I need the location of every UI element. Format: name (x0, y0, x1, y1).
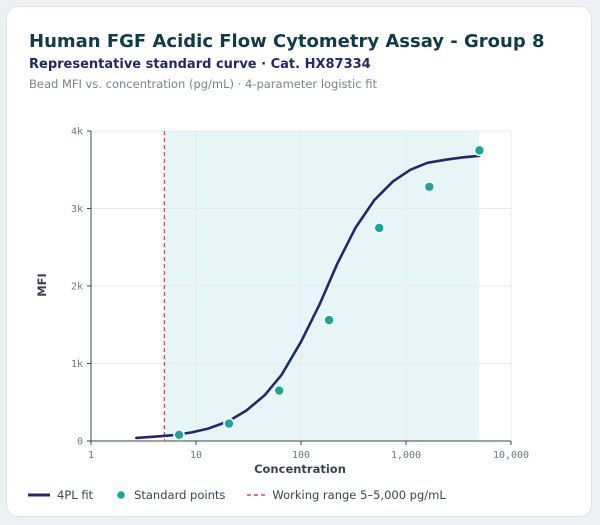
standard-point (473, 144, 486, 157)
legend-item-points: Standard points (115, 488, 225, 502)
y-tick-label: 4k (71, 127, 83, 138)
legend-item-fit: 4PL fit (28, 488, 93, 502)
chart-legend: 4PL fit Standard points Working range 5–… (28, 488, 468, 502)
y-tick-label: 1k (71, 359, 83, 370)
standard-point (223, 417, 235, 430)
legend-label-fit: 4PL fit (57, 488, 94, 502)
standard-point (423, 181, 436, 193)
standard-point (273, 384, 286, 397)
chart-title: Human FGF Acidic Flow Cytometry Assay - … (29, 31, 545, 52)
y-tick-label: 2k (71, 282, 83, 293)
x-tick-label: 10,000 (493, 450, 529, 461)
y-tick-label: 3k (71, 204, 83, 215)
fit-curve-line (135, 154, 481, 440)
legend-label-points: Standard points (134, 488, 226, 502)
legend-item-range: Working range 5–5,000 pg/mL (247, 488, 446, 502)
chart-caption: Bead MFI vs. concentration (pg/mL) · 4-p… (29, 77, 377, 91)
x-axis-label: Concentration (254, 462, 346, 476)
standard-point (173, 428, 185, 441)
y-tick-label: 0 (77, 437, 83, 448)
chart-subtitle: Representative standard curve · Cat. HX8… (29, 57, 371, 72)
x-tick-label: 10 (190, 450, 202, 461)
legend-line-swatch (28, 493, 50, 497)
y-axis-label: MFI (35, 273, 49, 297)
legend-point-swatch (115, 489, 127, 501)
x-tick-label: 100 (292, 450, 310, 461)
legend-range-swatch (247, 494, 266, 496)
standard-point (373, 222, 386, 234)
legend-label-range: Working range 5–5,000 pg/mL (272, 488, 446, 502)
standard-point (323, 314, 335, 326)
x-tick-label: 1,000 (391, 450, 421, 461)
x-tick-label: 1 (88, 450, 94, 461)
